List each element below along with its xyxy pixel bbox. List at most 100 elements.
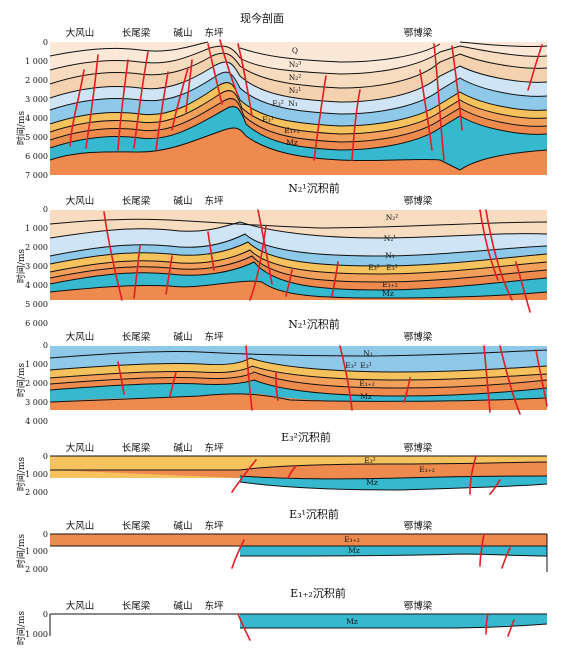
y-tick: 0: [43, 38, 48, 47]
y-axis-label: 时间/ms: [15, 363, 27, 398]
location-label: 东坪: [204, 195, 224, 207]
location-label: 碱山: [173, 28, 192, 39]
unit-labels: N₂² N₂¹ N₁ E₃² E₃¹ E₁₊₂ Mz: [368, 213, 398, 298]
panel-stage-5: E₃¹沉积前 大风山 长尾梁 碱山 东坪 鄂博梁 时间/ms 0 1 000 2…: [15, 507, 548, 574]
panel-title: E₃¹沉积前: [289, 507, 339, 521]
y-tick: 3 000: [25, 398, 48, 407]
location-label: 鄂博梁: [404, 195, 433, 207]
unit-Mz: [50, 106, 547, 170]
location-label: 东坪: [204, 442, 224, 454]
unit-label: E₃¹: [360, 361, 372, 370]
unit-labels: Mz: [346, 617, 358, 626]
location-label: 东坪: [204, 600, 224, 612]
faults: [69, 39, 543, 161]
y-tick: 2 000: [25, 243, 48, 252]
y-tick: 1 000: [25, 360, 48, 369]
y-tick: 0: [43, 341, 48, 350]
panel-title: 现今剖面: [240, 11, 284, 25]
y-axis-label: 时间/ms: [15, 611, 27, 646]
panel-stage-6: E₁₊₂沉积前 大风山 长尾梁 碱山 东坪 鄂博梁 时间/ms 0 1 000 …: [15, 586, 548, 645]
location-label: 碱山: [173, 332, 192, 343]
horizons: [49, 613, 548, 636]
location-label: 鄂博梁: [404, 600, 433, 612]
faults: [103, 209, 531, 313]
unit-labels: E₃² E₁₊₂ Mz: [364, 456, 434, 487]
y-tick: 5 000: [25, 133, 48, 142]
location-label: 东坪: [204, 27, 224, 39]
panel-title: E₃²沉积前: [281, 430, 331, 444]
faults: [117, 345, 548, 415]
panel-stage-3: N₂¹沉积前 大风山 长尾梁 碱山 东坪 鄂博梁 时间/ms 0 1 000 2…: [15, 317, 548, 426]
y-axis-label: 时间/ms: [15, 457, 27, 492]
y-tick: 7 000: [25, 171, 48, 180]
location-label: 东坪: [204, 520, 224, 532]
y-tick: 1 000: [25, 224, 48, 233]
y-axis-label: 时间/ms: [15, 534, 27, 569]
horizons: [50, 455, 548, 491]
unit-label: E₃²: [345, 361, 357, 370]
unit-label: N₁: [288, 99, 298, 108]
unit-label: N₂¹: [384, 234, 397, 243]
location-label: 碱山: [173, 196, 192, 207]
y-tick: 4 000: [25, 417, 48, 426]
unit-Mz: [240, 546, 547, 556]
unit-label: Q: [292, 46, 298, 55]
unit-label: E₁₊₂: [419, 465, 434, 474]
horizons: [49, 218, 548, 299]
faults: [237, 613, 515, 641]
location-label: 鄂博梁: [404, 331, 433, 343]
location-label: 大风山: [66, 331, 95, 343]
y-tick: 0: [43, 452, 48, 461]
y-axis: 时间/ms 0 1 000 2 000: [15, 530, 48, 574]
y-tick: 1 000: [25, 57, 48, 66]
y-tick: 0: [43, 530, 48, 539]
unit-labels: N₁ E₃² E₃¹ E₁₊₂ Mz: [345, 349, 374, 401]
location-label: 大风山: [66, 442, 95, 454]
location-label: 鄂博梁: [404, 27, 433, 39]
unit-label: N₂²: [289, 73, 302, 82]
unit-label: Mz: [366, 478, 378, 487]
y-tick: 0: [43, 610, 48, 619]
y-tick: 6 000: [25, 152, 48, 161]
unit-Mz: [240, 614, 547, 628]
location-label: 长尾梁: [122, 195, 151, 207]
location-label: 鄂博梁: [404, 520, 433, 532]
unit-label: Mz: [286, 138, 298, 147]
unit-label: Mz: [346, 617, 358, 626]
unit-label: N₁: [385, 251, 395, 260]
panel-title: N₂¹沉积前: [288, 317, 339, 331]
location-label: 长尾梁: [122, 442, 151, 454]
panel-present-day: 现今剖面 大风山 长尾梁 碱山 东坪 鄂博梁 时间/ms 0 1 000 2 0…: [15, 11, 548, 180]
location-label: 长尾梁: [122, 27, 151, 39]
y-tick: 3 000: [25, 262, 48, 271]
y-axis: 时间/ms 0 1 000 2 000: [15, 452, 48, 497]
y-axis: 时间/ms 0 1 000 2 000 3 000 4 000 5 000 6 …: [15, 205, 48, 328]
y-axis-label: 时间/ms: [15, 111, 27, 146]
y-axis: 时间/ms 0 1 000 2 000 3 000 4 000: [15, 341, 48, 426]
y-tick: 2 000: [25, 565, 48, 574]
unit-label: N₂²: [386, 213, 399, 222]
horizons: [50, 533, 548, 572]
y-tick: 4 000: [25, 114, 48, 123]
unit-label: E₃²: [364, 456, 376, 465]
faults: [231, 455, 501, 495]
y-axis: 时间/ms 0 1 000: [15, 610, 48, 645]
unit-label: N₂¹: [289, 86, 302, 95]
unit-label: N₂³: [289, 60, 302, 69]
y-axis: 时间/ms 0 1 000 2 000 3 000 4 000 5 000 6 …: [15, 38, 48, 180]
unit-E12: [50, 462, 547, 479]
unit-labels: Q N₂³ N₂² N₂¹ N₁ E₃² E₃¹ E₁₊₂ Mz: [262, 46, 301, 147]
panel-title: E₁₊₂沉积前: [290, 586, 346, 600]
location-label: 鄂博梁: [404, 442, 433, 454]
unit-label: E₁₊₂: [344, 535, 359, 544]
y-tick: 1 000: [25, 630, 48, 639]
panel-title: N₂¹沉积前: [288, 181, 339, 195]
location-label: 大风山: [66, 195, 95, 207]
y-tick: 2 000: [25, 379, 48, 388]
location-label: 长尾梁: [122, 520, 151, 532]
location-label: 碱山: [173, 521, 192, 532]
y-tick: 2 000: [25, 488, 48, 497]
y-tick: 1 000: [25, 547, 48, 556]
y-axis-label: 时间/ms: [15, 249, 27, 284]
